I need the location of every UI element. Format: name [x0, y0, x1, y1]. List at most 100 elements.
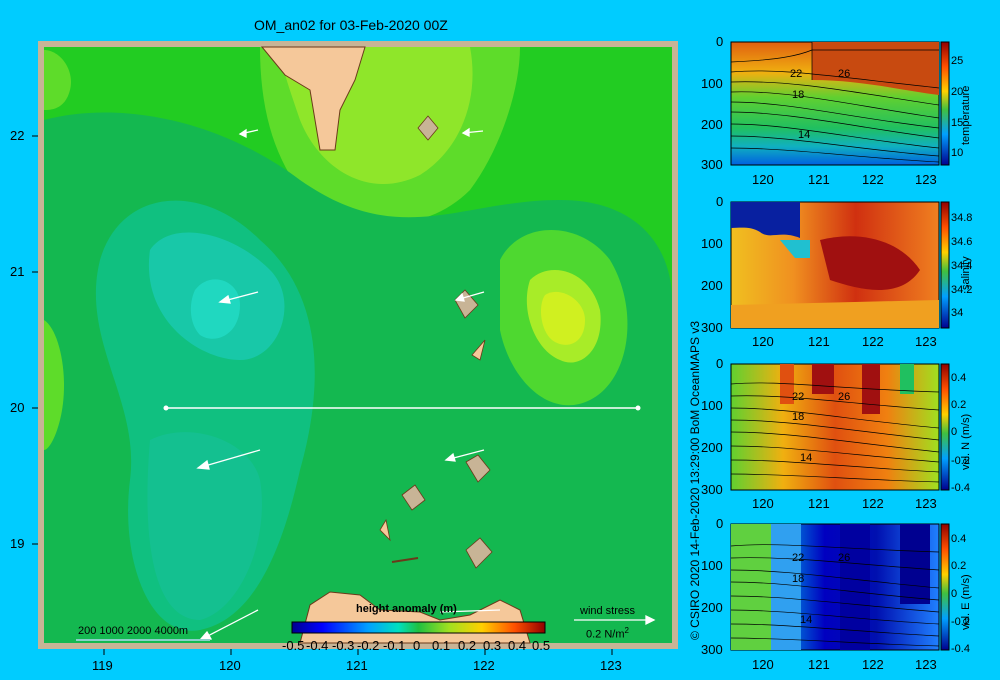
height-field-cyan-eye [190, 279, 240, 339]
p4-contour-22: 22 [792, 552, 805, 564]
p3-cb-m02: -0.2 [951, 455, 970, 467]
depth-legend-text: 200 1000 2000 4000m [78, 625, 189, 637]
map-x-tick-122: 122 [473, 658, 495, 673]
map-y-ticks [32, 135, 38, 545]
p2-y100: 100 [701, 236, 723, 251]
cb-tick: 0.3 [483, 638, 502, 653]
cb-tick: 0 [413, 638, 421, 653]
p2-x121: 121 [808, 334, 830, 349]
map-y-tick-20: 20 [10, 400, 25, 415]
land-islet-7 [391, 557, 419, 563]
p4-cb-0: 0 [951, 588, 958, 600]
map-y-tick-22: 22 [10, 128, 25, 143]
map-x-tick-123: 123 [600, 658, 622, 673]
p2-y200: 200 [701, 278, 723, 293]
land-islet-3 [465, 454, 491, 483]
wind-stress-label: wind stress [580, 605, 636, 617]
p2-cb-344: 34.4 [951, 260, 973, 272]
p3-cb-02: 0.2 [951, 399, 967, 411]
p4-y300: 300 [701, 642, 723, 657]
colorbar-title: height anomaly (m) [356, 603, 457, 615]
p2-cb-348: 34.8 [951, 212, 973, 224]
p3-contour-22: 22 [792, 391, 805, 403]
cb-tick: 0.1 [432, 638, 451, 653]
p2-cb-342: 34.2 [951, 284, 973, 296]
land-islet-north [417, 115, 439, 141]
wind-stress-value: 0.2 N/m2 [586, 626, 629, 641]
p1-cb-20: 20 [951, 86, 964, 98]
p3-y300: 300 [701, 482, 723, 497]
cb-tick: 0.5 [532, 638, 551, 653]
cb-tick: -0.4 [306, 638, 329, 653]
land-islet-6 [465, 537, 493, 569]
cb-tick: 0.2 [458, 638, 477, 653]
p2-cb-34: 34 [951, 307, 964, 319]
map-y-tick-19: 19 [10, 536, 25, 551]
map-y-tick-21: 21 [10, 264, 25, 279]
p3-x120: 120 [752, 496, 774, 511]
p4-x122: 122 [862, 657, 884, 672]
p1-y100: 100 [701, 76, 723, 91]
p1-x120: 120 [752, 172, 774, 187]
p1-cb-15: 15 [951, 117, 964, 129]
height-colorbar [291, 621, 546, 634]
land-islet-2 [471, 339, 486, 361]
p1-x122: 122 [862, 172, 884, 187]
p3-contour-18: 18 [792, 411, 805, 423]
p3-cb-0: 0 [951, 426, 958, 438]
cb-tick: -0.1 [383, 638, 406, 653]
p2-x122: 122 [862, 334, 884, 349]
p3-y200: 200 [701, 440, 723, 455]
p4-contour-26: 26 [838, 552, 851, 564]
p2-cb-346: 34.6 [951, 236, 973, 248]
height-field-teal-low [147, 432, 262, 620]
wind-arrows [196, 127, 656, 641]
p3-y0: 0 [716, 356, 724, 371]
p3-x121: 121 [808, 496, 830, 511]
p2-y0: 0 [716, 194, 724, 209]
p4-y100: 100 [701, 558, 723, 573]
map-x-tick-119: 119 [92, 658, 113, 673]
p3-contour-26: 26 [838, 391, 851, 403]
map-x-tick-121: 121 [346, 658, 368, 673]
p4-cb-m02: -0.2 [951, 616, 970, 628]
height-field-yellow-eye [540, 291, 585, 345]
panel-salinity [730, 201, 950, 329]
p1-contour-26: 26 [838, 68, 851, 80]
p1-contour-22: 22 [790, 68, 803, 80]
map-title: OM_an02 for 03-Feb-2020 00Z [254, 17, 448, 33]
p4-contour-14: 14 [800, 614, 813, 626]
p4-cb-02: 0.2 [951, 560, 967, 572]
p3-cb-m04: -0.4 [951, 482, 970, 494]
section-line [163, 405, 641, 411]
land-islet-5 [379, 518, 391, 542]
p4-cb-04: 0.4 [951, 533, 967, 545]
p4-x120: 120 [752, 657, 774, 672]
cb-tick: -0.3 [332, 638, 355, 653]
panel-vel-n [730, 363, 950, 491]
cb-tick: -0.5 [282, 638, 305, 653]
p1-cb-10: 10 [951, 147, 964, 159]
p3-contour-14: 14 [800, 452, 813, 464]
land-islet-4 [401, 484, 426, 511]
panel-temperature [730, 41, 950, 166]
p4-x121: 121 [808, 657, 830, 672]
p4-y0: 0 [716, 516, 724, 531]
p4-y200: 200 [701, 600, 723, 615]
p4-cb-m04: -0.4 [951, 643, 970, 655]
p2-y300: 300 [701, 320, 723, 335]
p1-contour-18: 18 [792, 89, 805, 101]
p1-y300: 300 [701, 157, 723, 172]
p2-x123: 123 [915, 334, 937, 349]
p3-cb-04: 0.4 [951, 372, 967, 384]
p3-y100: 100 [701, 398, 723, 413]
p1-cb-25: 25 [951, 55, 964, 67]
p1-x123: 123 [915, 172, 937, 187]
cb-tick: 0.4 [508, 638, 527, 653]
p1-y200: 200 [701, 117, 723, 132]
p4-x123: 123 [915, 657, 937, 672]
height-field-green-west-edge [44, 320, 65, 450]
p1-x121: 121 [808, 172, 830, 187]
